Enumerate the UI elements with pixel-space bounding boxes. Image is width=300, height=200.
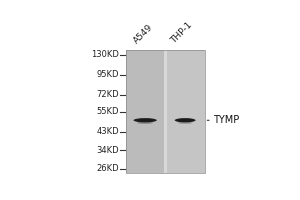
Ellipse shape: [134, 118, 157, 122]
Text: 43KD: 43KD: [96, 127, 119, 136]
Bar: [167, 50, 205, 173]
Text: TYMP: TYMP: [213, 115, 239, 125]
Text: 130KD: 130KD: [91, 50, 119, 59]
Ellipse shape: [175, 118, 196, 122]
Text: 95KD: 95KD: [96, 70, 119, 79]
Text: 34KD: 34KD: [96, 146, 119, 155]
Ellipse shape: [179, 119, 191, 121]
Text: 72KD: 72KD: [96, 90, 119, 99]
Bar: [126, 50, 205, 173]
Text: 26KD: 26KD: [96, 164, 119, 173]
Ellipse shape: [137, 122, 153, 124]
Bar: [164, 50, 167, 173]
Ellipse shape: [176, 119, 194, 122]
Ellipse shape: [135, 119, 155, 122]
Text: THP-1: THP-1: [169, 21, 194, 46]
Bar: [126, 50, 164, 173]
Ellipse shape: [178, 122, 193, 124]
Ellipse shape: [138, 119, 152, 121]
Text: A549: A549: [132, 23, 155, 46]
Text: 55KD: 55KD: [96, 107, 119, 116]
